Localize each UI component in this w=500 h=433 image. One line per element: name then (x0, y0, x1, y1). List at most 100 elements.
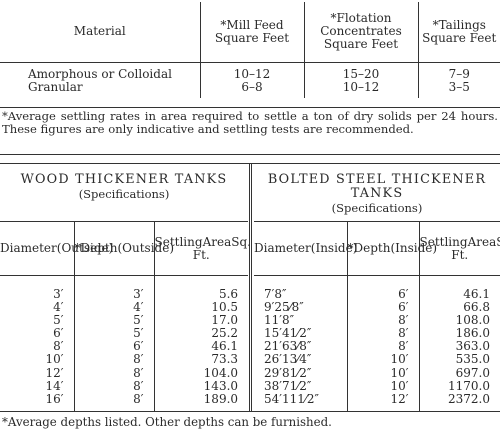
tailings-cell: 7–9 3–5 (417, 62, 500, 98)
steel-diameter-cell: 7′8″ (264, 287, 287, 301)
steel-thickener-table: BOLTED STEEL THICKENER TANKS (Specificat… (254, 164, 500, 412)
wood-area-cell: 5.6 (153, 275, 249, 302)
wood-table-title: WOOD THICKENER TANKS (20, 172, 228, 187)
steel-area-cell: 108.0 (418, 314, 500, 328)
wood-table-row: 6′ 5′ 25.2 (0, 326, 249, 341)
steel-table-row: 26′13⁄4″ 10′ 535.0 (254, 352, 500, 367)
steel-area-cell: 186.0 (418, 327, 500, 341)
wood-table-row: 8′ 6′ 46.1 (0, 339, 249, 354)
steel-depth-header: *Depth(Inside) (346, 221, 437, 276)
wood-depth-cell: 6′ (73, 340, 154, 354)
wood-table-row: 4′ 4′ 10.5 (0, 300, 249, 315)
steel-table-title: BOLTED STEEL THICKENER TANKS (267, 172, 487, 201)
steel-diameter-header: Diameter(Inside) (254, 221, 357, 276)
steel-depth-cell: 10′ (346, 379, 419, 393)
steel-table-row: 54′111⁄2″ 12′ 2372.0 (254, 391, 500, 412)
material-header: Material (0, 2, 200, 63)
wood-area-cell: 10.5 (153, 300, 249, 315)
steel-area-header: SettlingAreaSq. Ft. (418, 221, 500, 276)
wood-table-row: 3′ 3′ 5.6 (0, 275, 249, 302)
steel-table-heading: BOLTED STEEL THICKENER TANKS (Specificat… (254, 164, 500, 222)
wood-area-cell: 73.3 (153, 353, 249, 367)
steel-diameter-cell: 15′41⁄2″ (264, 326, 312, 341)
settling-rate-table: Material *Mill Feed Square Feet *Flotatio… (0, 2, 500, 98)
steel-table-row: 21′63⁄8″ 8′ 363.0 (254, 339, 500, 354)
steel-table-subtitle: (Specifications) (331, 201, 423, 215)
wood-table-row: 14′ 8′ 143.0 (0, 378, 249, 393)
wood-depth-cell: 4′ (73, 300, 154, 315)
wood-diameter-cell: 6′ (53, 326, 64, 341)
wood-area-cell: 17.0 (153, 314, 249, 328)
steel-area-cell: 66.8 (418, 300, 500, 315)
wood-diameter-cell: 16′ (45, 391, 64, 406)
wood-table-heading: WOOD THICKENER TANKS (Specifications) (0, 164, 248, 222)
steel-area-cell: 46.1 (418, 275, 500, 302)
mill-feed-cell: 10–12 6–8 (199, 62, 304, 98)
wood-table-row: 5′ 5′ 17.0 (0, 313, 249, 328)
wood-area-cell: 46.1 (153, 340, 249, 354)
wood-thickener-table: WOOD THICKENER TANKS (Specifications) Di… (0, 164, 251, 412)
steel-depth-cell: 6′ (346, 275, 419, 302)
wood-depth-cell: 5′ (73, 314, 154, 328)
steel-table-row: 29′81⁄2″ 10′ 697.0 (254, 365, 500, 380)
wood-table-row: 10′ 8′ 73.3 (0, 352, 249, 367)
wood-diameter-cell: 5′ (53, 313, 64, 328)
steel-depth-cell: 8′ (346, 327, 419, 341)
steel-area-cell: 1170.0 (418, 379, 500, 393)
wood-table-row: 16′ 8′ 189.0 (0, 391, 249, 412)
wood-area-cell: 104.0 (153, 366, 249, 380)
steel-area-cell: 535.0 (418, 353, 500, 367)
steel-table-row: 11′8″ 8′ 108.0 (254, 313, 500, 328)
steel-diameter-cell: 21′63⁄8″ (264, 339, 312, 354)
wood-depth-cell: 8′ (73, 366, 154, 380)
mill-feed-header: *Mill Feed Square Feet (199, 2, 304, 63)
steel-area-cell: 363.0 (418, 340, 500, 354)
steel-diameter-cell: 26′13⁄4″ (264, 352, 312, 367)
flotation-cell: 15–20 10–12 (303, 62, 418, 98)
steel-table-row: 15′41⁄2″ 8′ 186.0 (254, 326, 500, 341)
steel-diameter-cell: 38′71⁄2″ (264, 378, 312, 393)
steel-diameter-cell: 9′25⁄8″ (264, 300, 304, 315)
wood-depth-cell: 8′ (73, 353, 154, 367)
flotation-header: *Flotation Concentrates Square Feet (303, 2, 418, 63)
wood-area-cell: 189.0 (153, 392, 249, 412)
tailings-header: *Tailings Square Feet (417, 2, 500, 63)
steel-diameter-cell: 29′81⁄2″ (264, 365, 312, 380)
settling-footnote: *Average settling rates in area required… (0, 107, 500, 155)
wood-depth-header: *Depth(Outside) (73, 221, 174, 276)
wood-depth-cell: 3′ (73, 275, 154, 302)
wood-diameter-cell: 12′ (45, 365, 64, 380)
settling-header-row: Material *Mill Feed Square Feet *Flotatio… (0, 2, 500, 63)
wood-diameter-cell: 14′ (45, 378, 64, 393)
thickener-specs: WOOD THICKENER TANKS (Specifications) Di… (0, 163, 500, 412)
steel-area-cell: 2372.0 (418, 392, 500, 412)
wood-depth-cell: 5′ (73, 327, 154, 341)
wood-table-row: 12′ 8′ 104.0 (0, 365, 249, 380)
wood-area-cell: 143.0 (153, 379, 249, 393)
steel-area-cell: 697.0 (418, 366, 500, 380)
steel-depth-cell: 6′ (346, 300, 419, 315)
steel-table-row: 9′25⁄8″ 6′ 66.8 (254, 300, 500, 315)
steel-diameter-cell: 11′8″ (264, 313, 295, 328)
wood-diameter-cell: 8′ (53, 339, 64, 354)
steel-depth-cell: 10′ (346, 366, 419, 380)
specs-footnote: *Average depths listed. Other depths can… (2, 415, 332, 429)
wood-area-cell: 25.2 (153, 327, 249, 341)
steel-depth-cell: 8′ (346, 314, 419, 328)
wood-depth-cell: 8′ (73, 392, 154, 412)
steel-depth-cell: 8′ (346, 340, 419, 354)
wood-diameter-cell: 3′ (53, 287, 64, 301)
wood-diameter-header: Diameter(Outside) (0, 221, 113, 276)
wood-area-header: SettlingAreaSq. Ft. (153, 221, 251, 276)
steel-table-row: 7′8″ 6′ 46.1 (254, 275, 500, 302)
wood-depth-cell: 8′ (73, 379, 154, 393)
material-cell: Amorphous or Colloidal Granular (28, 66, 172, 94)
wood-diameter-cell: 4′ (53, 300, 64, 315)
steel-diameter-cell: 54′111⁄2″ (264, 391, 320, 406)
steel-depth-cell: 10′ (346, 353, 419, 367)
wood-table-subtitle: (Specifications) (78, 187, 170, 201)
wood-diameter-cell: 10′ (45, 352, 64, 367)
steel-table-row: 38′71⁄2″ 10′ 1170.0 (254, 378, 500, 393)
steel-depth-cell: 12′ (346, 392, 419, 412)
